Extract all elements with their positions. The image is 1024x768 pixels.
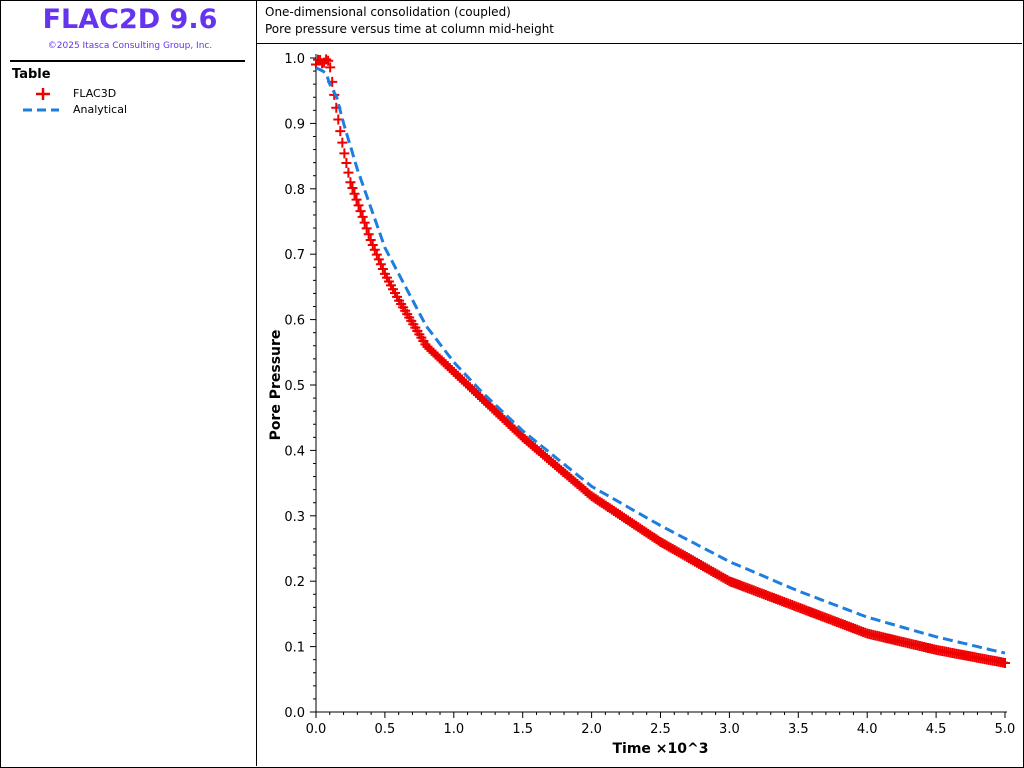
- plus-marker-icon: [36, 88, 50, 100]
- y-tick-label: 0.9: [284, 117, 305, 132]
- legend-label-analytical: Analytical: [73, 103, 128, 116]
- series-analytical-line: [315, 66, 1006, 655]
- flac3d-point: [335, 126, 346, 137]
- plot-title-box: One-dimensional consolidation (coupled) …: [257, 1, 1022, 44]
- flac3d-point: [359, 217, 370, 228]
- x-axis-title: Time ×10^3: [613, 741, 709, 757]
- flac3d-point: [375, 259, 386, 270]
- flac3d-point: [323, 55, 334, 66]
- series-flac3d: [311, 54, 1010, 668]
- x-tick-label: 5.0: [995, 722, 1016, 737]
- plot-subtitle: Pore pressure versus time at column mid-…: [265, 22, 555, 36]
- flac3d-point: [357, 211, 368, 222]
- flac3d-point: [355, 206, 366, 217]
- flac3d-point: [377, 264, 388, 275]
- plot-title: One-dimensional consolidation (coupled): [265, 5, 511, 19]
- copyright-text: ©2025 Itasca Consulting Group, Inc.: [47, 41, 213, 51]
- legend-label-flac3d: FLAC3D: [73, 87, 117, 100]
- y-tick-label: 0.6: [284, 314, 305, 329]
- x-tick-label: 4.5: [926, 722, 947, 737]
- y-tick-label: 1.0: [284, 52, 305, 67]
- flac3d-point: [361, 223, 372, 234]
- flac3d-point: [365, 234, 376, 245]
- flac3d-point: [371, 249, 382, 260]
- y-tick-label: 0.1: [284, 641, 305, 656]
- y-tick-label: 0.7: [284, 248, 305, 263]
- legend-heading: Table: [12, 67, 51, 82]
- app-title: FLAC2D 9.6: [42, 4, 218, 35]
- x-tick-label: 0.5: [375, 722, 396, 737]
- flac3d-point: [347, 183, 358, 194]
- dashed-line-icon: [23, 108, 59, 112]
- flac3d-point: [351, 194, 362, 205]
- x-tick-label: 4.0: [857, 722, 878, 737]
- divider: [10, 60, 245, 62]
- flac3d-point: [341, 158, 352, 169]
- flac3d-point: [337, 137, 348, 148]
- flac3d-point: [345, 177, 356, 188]
- x-tick-label: 1.5: [512, 722, 533, 737]
- y-tick-label: 0.5: [284, 379, 305, 394]
- x-tick-label: 3.0: [719, 722, 740, 737]
- y-tick-label: 0.4: [284, 444, 305, 459]
- y-tick-label: 0.0: [284, 706, 305, 721]
- flac3d-point: [353, 200, 364, 211]
- flac3d-point: [325, 62, 336, 73]
- x-tick-label: 2.0: [581, 722, 602, 737]
- flac3d-point: [321, 54, 332, 65]
- legend-panel: FLAC2D 9.6 ©2025 Itasca Consulting Group…: [1, 1, 257, 766]
- flac3d-point: [1000, 657, 1010, 668]
- flac3d-point: [363, 229, 374, 240]
- flac3d-point: [343, 167, 354, 178]
- y-tick-label: 0.2: [284, 575, 305, 590]
- x-tick-label: 1.0: [443, 722, 464, 737]
- x-tick-label: 3.5: [788, 722, 809, 737]
- y-axis-title: Pore Pressure: [268, 330, 284, 441]
- flac3d-point: [339, 148, 350, 159]
- flac3d-point: [367, 239, 378, 250]
- flac3d-point: [349, 188, 360, 199]
- x-tick-label: 2.5: [650, 722, 671, 737]
- x-tick-label: 0.0: [306, 722, 327, 737]
- y-tick-label: 0.3: [284, 510, 305, 525]
- y-tick-label: 0.8: [284, 183, 305, 198]
- flac3d-point: [369, 244, 380, 255]
- chart-area: 0.0 0.5 1.0 1.5 2.0 2.5 3.0 3.5 4.0 4.5 5.0 0.0 0.1 0…: [268, 52, 1016, 757]
- flac3d-point: [373, 254, 384, 265]
